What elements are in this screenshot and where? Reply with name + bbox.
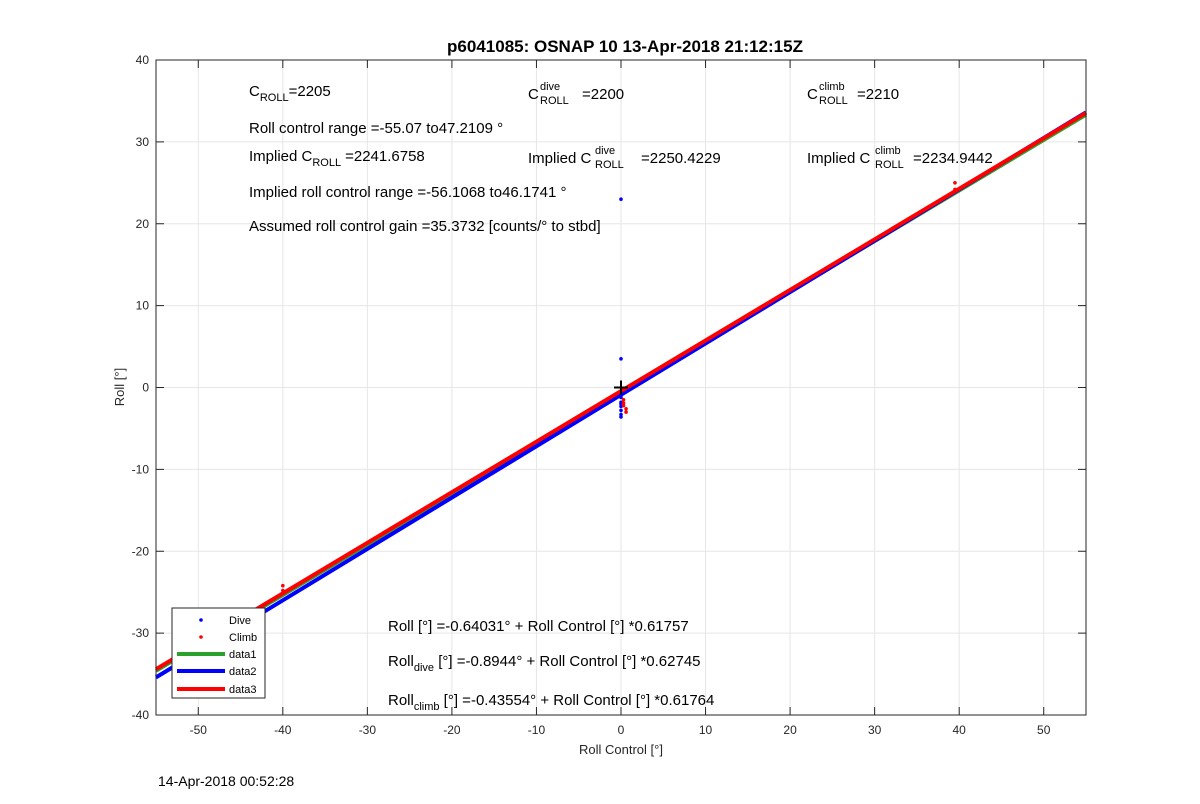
point-dive [619,197,623,201]
implied-c-dive-superscript: dive [595,145,615,157]
implied-roll-range: Implied roll control range =-56.1068 to4… [249,184,566,201]
c-climb-annotation: C [807,86,818,103]
y-tick-label: -20 [132,544,150,558]
ticks: -50 -40 -30 -20 -10 0 10 20 30 40 50 -40 -30 -20 -10 0 1… [132,53,1086,737]
x-tick-label: 30 [868,723,882,737]
point-dive [619,408,623,413]
fit-equation-dive: Rolldive [°] =-0.8944° + Roll Control [°… [388,653,701,674]
y-tick-label: -10 [132,462,150,476]
point-climb [281,588,285,593]
fit-equation-climb: Rollclimb [°] =-0.43554° + Roll Control … [388,692,714,713]
implied-c-climb-value: =2234.9442 [913,150,993,167]
point-climb [953,181,957,185]
x-tick-label: 0 [618,723,625,737]
implied-c-roll: Implied CROLL =2241.6758 [249,148,425,169]
point-dive [619,415,623,419]
y-tick-label: 30 [136,135,150,149]
y-tick-label: 10 [136,299,150,313]
roll-control-range: Roll control range =-55.07 to47.2109 ° [249,120,503,137]
y-tick-label: 20 [136,217,150,231]
implied-c-dive: Implied C [528,150,592,167]
x-tick-label: -10 [528,723,546,737]
legend-label-data3: data3 [229,684,257,696]
assumed-gain: Assumed roll control gain =35.3732 [coun… [249,218,601,235]
implied-c-dive-subscript: ROLL [595,159,624,171]
c-dive-annotation: C [528,86,539,103]
legend-marker-climb [199,635,203,639]
legend: Dive Climb data1 data2 data3 [171,607,266,699]
legend-label-climb: Climb [229,632,257,644]
x-axis-label: Roll Control [°] [579,742,663,757]
point-climb [953,187,957,192]
point-dive [619,357,623,361]
data-points [281,181,957,593]
c-climb-value: =2210 [857,86,899,103]
point-climb [281,583,285,588]
x-tick-label: -50 [190,723,208,737]
y-axis-label: Roll [°] [112,368,127,406]
legend-label-dive: Dive [229,615,251,627]
y-tick-label: 40 [136,53,150,67]
x-tick-label: 20 [783,723,797,737]
point-dive [619,395,623,400]
x-tick-label: -30 [359,723,377,737]
c-dive-subscript: ROLL [540,95,569,107]
c-dive-superscript: dive [540,81,560,93]
c-dive-value: =2200 [582,86,624,103]
point-climb [624,410,628,414]
chart-title: p6041085: OSNAP 10 13-Apr-2018 21:12:15Z [447,37,803,56]
origin-marker-group [614,380,628,395]
point-climb [624,406,628,411]
x-tick-label: 50 [1037,723,1051,737]
y-tick-label: -30 [132,626,150,640]
x-tick-label: 40 [953,723,967,737]
x-tick-label: -20 [443,723,461,737]
implied-c-climb-subscript: ROLL [875,159,904,171]
footer-timestamp: 14-Apr-2018 00:52:28 [158,773,295,789]
point-climb [621,401,626,405]
legend-label-data1: data1 [229,649,257,661]
fit-equation-all: Roll [°] =-0.64031° + Roll Control [°] *… [388,618,689,635]
legend-label-data2: data2 [229,666,257,678]
implied-c-climb-superscript: climb [875,145,901,157]
point-climb [621,397,626,402]
x-tick-label: -40 [274,723,292,737]
legend-marker-dive [199,618,203,622]
y-tick-label: 0 [142,381,149,395]
y-tick-label: -40 [132,708,150,722]
c-climb-superscript: climb [819,81,845,93]
x-tick-label: 10 [699,723,713,737]
implied-c-dive-value: =2250.4229 [641,150,721,167]
c-climb-subscript: ROLL [819,95,848,107]
c-roll-annotation: CROLL=2205 [249,83,331,104]
implied-c-climb: Implied C [807,150,871,167]
